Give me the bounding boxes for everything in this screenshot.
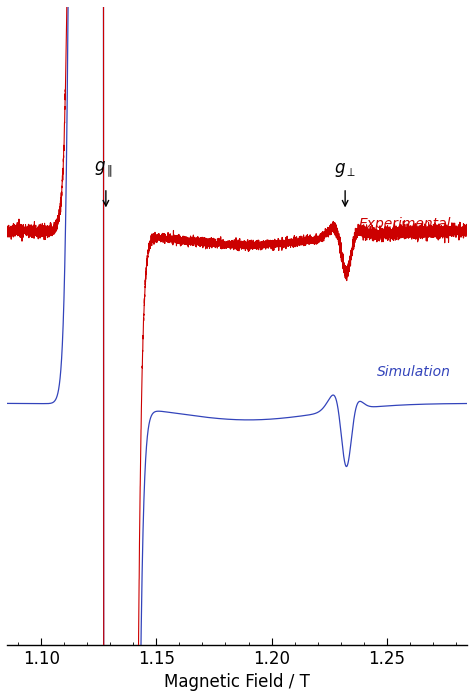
X-axis label: Magnetic Field / T: Magnetic Field / T: [164, 673, 310, 691]
Text: $g_{\parallel}$: $g_{\parallel}$: [94, 159, 113, 179]
Text: Simulation: Simulation: [377, 365, 451, 379]
Text: Experimental: Experimental: [358, 217, 451, 231]
Text: $g_{\perp}$: $g_{\perp}$: [334, 161, 356, 179]
